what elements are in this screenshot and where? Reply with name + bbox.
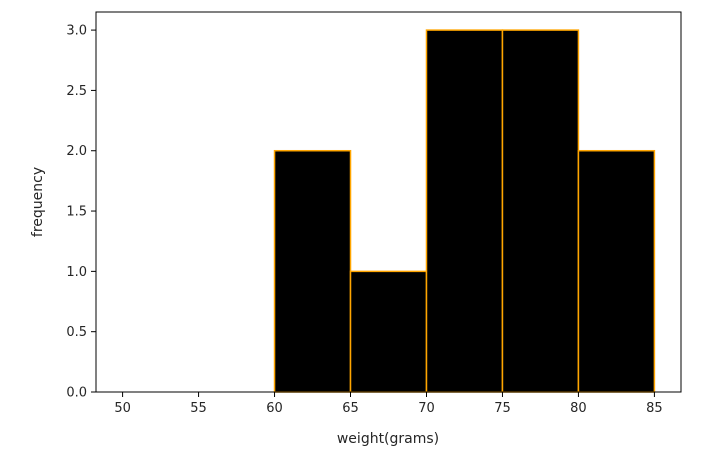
y-ticks-group: 0.0 0.5 1.0 1.5 2.0 2.5 3.0 [66,24,96,401]
y-tick-label: 2.0 [66,144,87,159]
y-tick-label: 0.0 [66,386,87,401]
bars-group [273,29,656,393]
x-tick-label: 55 [190,401,207,416]
x-tick-label: 50 [114,401,131,416]
y-tick-label: 1.0 [66,265,87,280]
y-tick-label: 1.5 [66,205,87,220]
x-ticks-group: 50 55 60 65 70 75 80 85 [114,392,663,416]
histogram-bar-4 [577,149,656,393]
y-tick-label: 0.5 [66,325,87,340]
y-tick-label: 2.5 [66,84,87,99]
histogram-bar-1 [349,270,428,393]
x-tick-label: 65 [342,401,359,416]
y-tick-label: 3.0 [66,24,87,39]
histogram-bar-3 [501,29,580,393]
x-axis-label: weight(grams) [337,431,439,447]
x-tick-label: 80 [570,401,587,416]
x-tick-label: 60 [266,401,283,416]
plot-frame [95,11,682,393]
x-tick-label: 85 [646,401,663,416]
y-axis-label: frequency [30,167,46,237]
histogram-bar-2 [425,29,504,393]
x-tick-label: 75 [494,401,511,416]
x-tick-label: 70 [418,401,435,416]
histogram-bar-0 [273,149,352,393]
